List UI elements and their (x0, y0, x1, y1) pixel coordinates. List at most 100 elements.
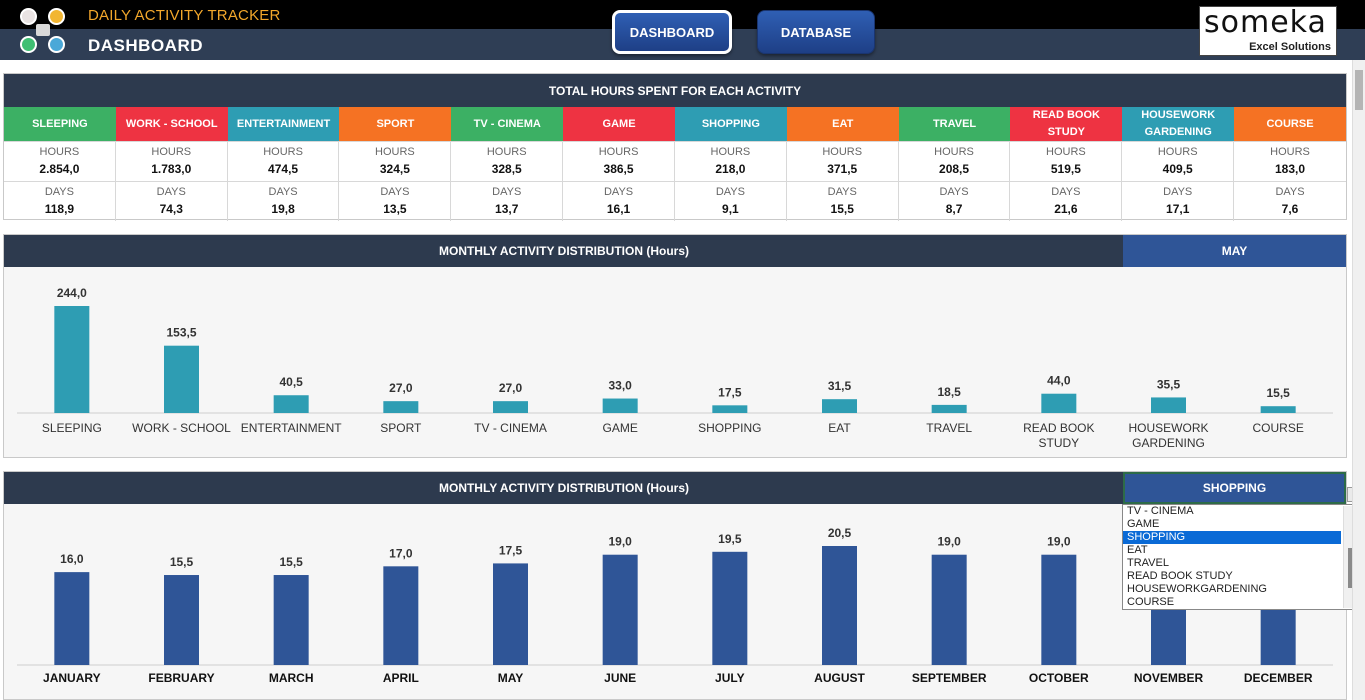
center-icon (36, 24, 50, 36)
hours-label: HOURS (486, 146, 527, 158)
category-label: AUGUST (814, 671, 865, 685)
bar (602, 554, 638, 665)
days-label: DAYS (1163, 186, 1193, 198)
bar (493, 563, 528, 665)
days-label: DAYS (380, 186, 410, 198)
month-filter[interactable]: MAY (1123, 235, 1346, 267)
hours-cell: HOURS 409,5 (1122, 141, 1235, 181)
chat-icon (20, 36, 37, 53)
brand-name: someka (1204, 5, 1327, 40)
days-cell: DAYS 13,5 (339, 181, 452, 221)
bar (931, 554, 967, 665)
monthly-activity-chart-panel: MONTHLY ACTIVITY DISTRIBUTION (Hours) MA… (3, 234, 1347, 458)
data-label: 44,0 (1047, 374, 1071, 388)
dropdown-option[interactable]: EAT (1127, 544, 1148, 556)
hours-value: 386,5 (603, 162, 634, 176)
days-value: 15,5 (830, 202, 854, 216)
bar (383, 566, 419, 665)
category-label: JUNE (604, 671, 636, 685)
bar (931, 404, 967, 413)
category-label: READ BOOK (1023, 421, 1094, 435)
days-label: DAYS (44, 186, 74, 198)
bar (164, 575, 199, 665)
hours-cell: HOURS 386,5 (563, 141, 675, 181)
database-button[interactable]: DATABASE (757, 10, 875, 54)
dashboard-button[interactable]: DASHBOARD (612, 10, 732, 54)
days-value: 74,3 (159, 202, 183, 216)
days-value: 19,8 (271, 202, 295, 216)
days-label: DAYS (156, 186, 186, 198)
brand-logo[interactable]: someka Excel Solutions (1199, 5, 1337, 56)
bar (273, 575, 309, 665)
category-label: SPORT (380, 421, 422, 435)
page-scrollbar[interactable] (1352, 60, 1365, 700)
hours-value: 208,5 (939, 162, 970, 176)
dropdown-option[interactable]: GAME (1127, 518, 1160, 530)
activity-dropdown-list[interactable]: TV - CINEMA GAME SHOPPING EAT TRAVEL READ BOO… (1122, 504, 1363, 610)
hours-cell: HOURS 324,5 (339, 141, 452, 181)
activity-header-cell: TRAVEL (898, 107, 1011, 141)
hours-value: 328,5 (491, 162, 522, 176)
bar (1041, 554, 1077, 665)
hours-label: HOURS (39, 146, 80, 158)
activity-filter[interactable]: SHOPPING (1123, 472, 1346, 504)
days-label: DAYS (939, 186, 969, 198)
days-value: 7,6 (1281, 202, 1299, 216)
activity-header-cell: TV - CINEMA (451, 107, 564, 141)
activity-header-cell: SLEEPING (4, 107, 116, 141)
category-label: WORK - SCHOOL (132, 421, 231, 435)
activity-header-cell: WORK - SCHOOL (115, 107, 228, 141)
days-cell: DAYS 118,9 (4, 181, 116, 221)
hours-value: 2.854,0 (39, 162, 80, 176)
days-cell: DAYS 17,1 (1122, 181, 1235, 221)
totals-title: TOTAL HOURS SPENT FOR EACH ACTIVITY (4, 74, 1346, 107)
dropdown-option[interactable]: COURSE (1127, 596, 1175, 608)
days-value: 9,1 (722, 202, 739, 216)
days-label: DAYS (827, 186, 857, 198)
hours-label: HOURS (822, 146, 863, 158)
category-label: JANUARY (43, 671, 101, 685)
days-value: 21,6 (1054, 202, 1078, 216)
dropdown-option[interactable]: TRAVEL (1127, 557, 1169, 569)
category-label: SHOPPING (698, 421, 761, 435)
hours-value: 1.783,0 (151, 162, 192, 176)
category-label: SLEEPING (42, 421, 102, 435)
chart-title: MONTHLY ACTIVITY DISTRIBUTION (Hours) (438, 481, 689, 495)
data-label: 40,5 (279, 375, 303, 389)
category-label: TRAVEL (926, 421, 972, 435)
activity-header-row: SLEEPING WORK - SCHOOL ENTERTAINMENT SPORT T… (4, 107, 1346, 141)
hours-cell: HOURS 218,0 (674, 141, 787, 181)
category-label: COURSE (1252, 421, 1303, 435)
face-icon (48, 36, 65, 53)
dropdown-option[interactable]: TV - CINEMA (1127, 505, 1194, 517)
bar (493, 401, 528, 413)
bar (822, 546, 857, 665)
data-label: 15,5 (279, 555, 303, 569)
days-label: DAYS (1051, 186, 1081, 198)
dropdown-option[interactable]: SHOPPING (1123, 531, 1341, 544)
hours-label: HOURS (1157, 146, 1198, 158)
category-label: OCTOBER (1029, 671, 1089, 685)
hours-cell: HOURS 2.854,0 (4, 141, 116, 181)
hours-cell: HOURS 1.783,0 (115, 141, 228, 181)
hours-label: HOURS (1046, 146, 1086, 158)
days-cell: DAYS 8,7 (898, 181, 1011, 221)
data-label: 18,5 (937, 385, 961, 399)
data-label: 153,5 (166, 326, 196, 340)
page-scroll-thumb[interactable] (1355, 70, 1363, 110)
data-label: 16,0 (60, 552, 84, 566)
hours-label: HOURS (263, 146, 303, 158)
hours-cell: HOURS 474,5 (227, 141, 340, 181)
days-value: 16,1 (606, 202, 631, 216)
chart-header: MONTHLY ACTIVITY DISTRIBUTION (Hours) SH… (4, 472, 1346, 504)
dropdown-option[interactable]: READ BOOK STUDY (1127, 570, 1233, 582)
data-label: 15,5 (170, 555, 194, 569)
bar (602, 398, 638, 413)
hours-cell: HOURS 328,5 (451, 141, 564, 181)
data-label: 244,0 (57, 286, 87, 300)
dropdown-option[interactable]: HOUSEWORKGARDENING (1127, 583, 1267, 595)
category-label: FEBRUARY (148, 671, 214, 685)
hours-cell: HOURS 371,5 (786, 141, 899, 181)
app-header: DAILY ACTIVITY TRACKER DASHBOARD DASHBOA… (0, 0, 1365, 60)
data-label: 27,0 (499, 381, 523, 395)
